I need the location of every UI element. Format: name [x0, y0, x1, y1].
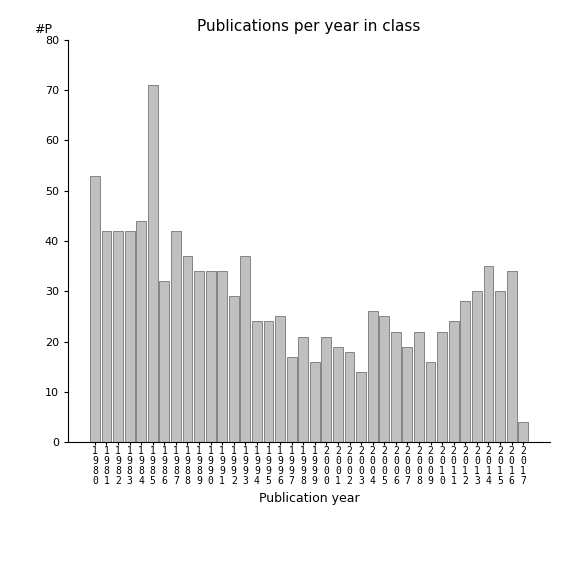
Bar: [379, 316, 389, 442]
Bar: [240, 256, 250, 442]
Bar: [148, 85, 158, 442]
Bar: [113, 231, 123, 442]
Bar: [345, 352, 354, 442]
Bar: [90, 176, 100, 442]
Bar: [287, 357, 297, 442]
Bar: [472, 291, 482, 442]
Bar: [136, 221, 146, 442]
Bar: [414, 332, 424, 442]
Bar: [437, 332, 447, 442]
Bar: [217, 271, 227, 442]
Bar: [125, 231, 134, 442]
Bar: [403, 346, 412, 442]
Bar: [194, 271, 204, 442]
Bar: [229, 297, 239, 442]
Bar: [495, 291, 505, 442]
Bar: [252, 321, 262, 442]
Bar: [310, 362, 320, 442]
Bar: [460, 302, 470, 442]
Bar: [264, 321, 273, 442]
Bar: [518, 422, 528, 442]
Bar: [206, 271, 215, 442]
Bar: [171, 231, 181, 442]
Bar: [426, 362, 435, 442]
Bar: [298, 337, 308, 442]
Bar: [391, 332, 401, 442]
Bar: [507, 271, 517, 442]
Bar: [321, 337, 331, 442]
Bar: [101, 231, 111, 442]
Bar: [183, 256, 192, 442]
Bar: [159, 281, 169, 442]
Bar: [356, 372, 366, 442]
Text: #P: #P: [34, 23, 52, 36]
Bar: [484, 266, 493, 442]
X-axis label: Publication year: Publication year: [259, 492, 359, 505]
Bar: [275, 316, 285, 442]
Bar: [368, 311, 378, 442]
Title: Publications per year in class: Publications per year in class: [197, 19, 421, 35]
Bar: [449, 321, 459, 442]
Bar: [333, 346, 343, 442]
